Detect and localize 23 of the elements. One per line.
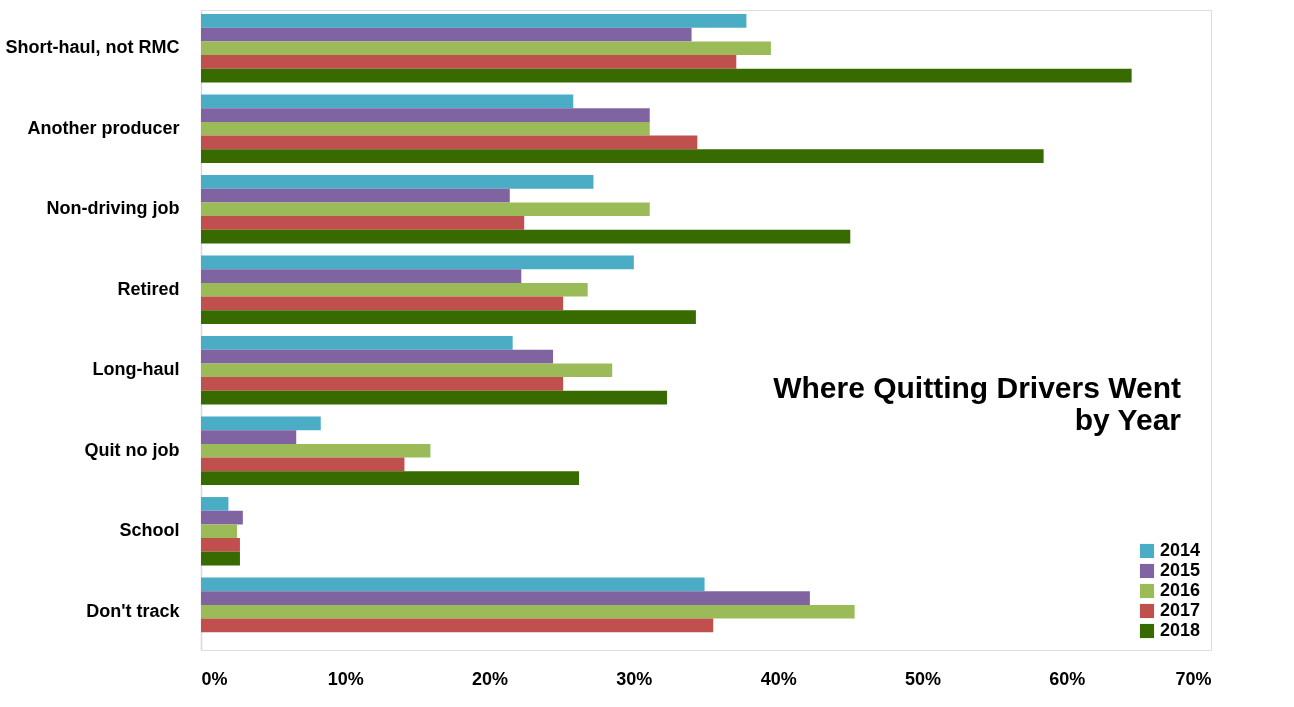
x-tick-label: 0%	[201, 668, 228, 689]
y-tick-label: Retired	[117, 278, 180, 299]
y-tick-label: Quit no job	[84, 439, 180, 460]
x-tick-label: 10%	[327, 668, 364, 689]
y-tick-label: Non-driving job	[46, 198, 180, 219]
x-tick-label: 40%	[760, 668, 797, 689]
legend-label: 2014	[1160, 540, 1201, 560]
legend-label: 2018	[1160, 620, 1201, 640]
y-tick-label: Another producer	[27, 117, 180, 138]
y-tick-label: School	[119, 520, 180, 541]
x-tick-label: 50%	[904, 668, 941, 689]
text: Where Quitting Drivers Went	[773, 371, 1181, 404]
y-tick-label: Long-haul	[92, 359, 180, 380]
legend-label: 2017	[1160, 600, 1201, 620]
legend-label: 2015	[1160, 560, 1201, 580]
text: by Year	[1074, 403, 1181, 436]
x-tick-label: 60%	[1049, 668, 1086, 689]
x-tick-label: 70%	[1175, 668, 1212, 689]
y-tick-label: Don't track	[86, 600, 181, 621]
y-tick-label: Short-haul, not RMC	[5, 37, 180, 58]
x-tick-label: 30%	[616, 668, 653, 689]
legend-label: 2016	[1160, 580, 1201, 600]
x-tick-label: 20%	[472, 668, 509, 689]
